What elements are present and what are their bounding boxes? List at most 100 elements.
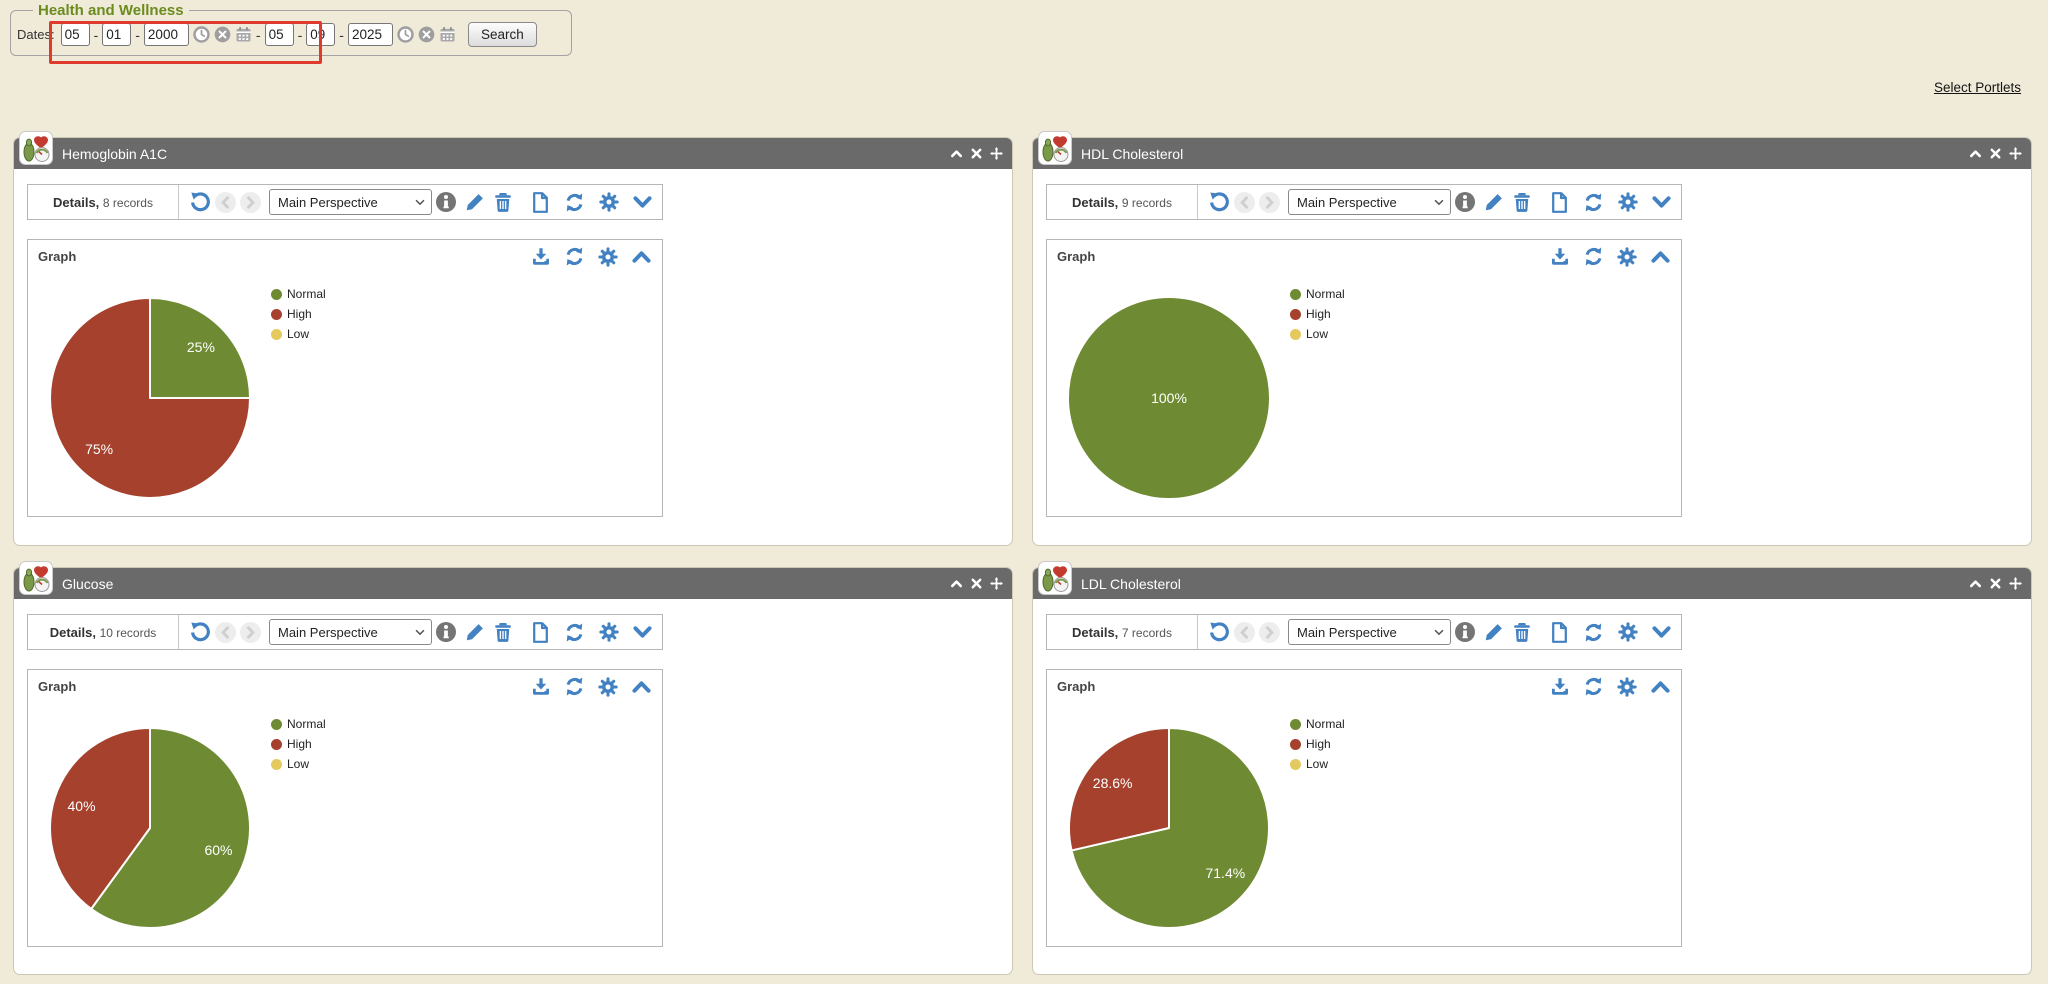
date-separator: - bbox=[93, 26, 99, 43]
edit-icon[interactable] bbox=[465, 192, 485, 212]
settings-icon[interactable] bbox=[599, 622, 619, 642]
time-icon[interactable] bbox=[193, 26, 210, 43]
collapse-portlet-icon[interactable] bbox=[950, 147, 963, 160]
download-icon[interactable] bbox=[531, 247, 551, 267]
next-icon[interactable] bbox=[1259, 621, 1280, 643]
next-icon[interactable] bbox=[240, 621, 261, 643]
from-day-input[interactable] bbox=[102, 23, 132, 46]
undo-icon[interactable] bbox=[190, 191, 211, 213]
next-icon[interactable] bbox=[1259, 191, 1280, 213]
graph-header: Graph bbox=[1047, 240, 1681, 273]
settings-icon[interactable] bbox=[599, 192, 619, 212]
previous-icon[interactable] bbox=[1234, 191, 1255, 213]
select-portlets-link[interactable]: Select Portlets bbox=[1934, 80, 2022, 95]
settings-icon[interactable] bbox=[1617, 246, 1637, 267]
edit-icon[interactable] bbox=[1484, 192, 1504, 212]
info-icon[interactable] bbox=[436, 622, 456, 642]
delete-icon[interactable] bbox=[1512, 622, 1532, 642]
clear-icon[interactable] bbox=[418, 26, 435, 43]
to-year-input[interactable] bbox=[347, 23, 393, 46]
refresh-icon[interactable] bbox=[564, 622, 585, 643]
from-year-input[interactable] bbox=[143, 23, 189, 46]
undo-icon[interactable] bbox=[1209, 621, 1230, 643]
close-portlet-icon[interactable] bbox=[1989, 577, 2002, 590]
new-document-icon[interactable] bbox=[530, 191, 551, 213]
chevron-down-icon bbox=[413, 625, 427, 639]
settings-icon[interactable] bbox=[1618, 192, 1638, 212]
portlet-header[interactable]: HDL Cholesterol bbox=[1033, 131, 2031, 169]
edit-icon[interactable] bbox=[1484, 622, 1504, 642]
collapse-graph-icon[interactable] bbox=[1650, 246, 1671, 267]
close-portlet-icon[interactable] bbox=[1989, 147, 2002, 160]
previous-icon[interactable] bbox=[1234, 621, 1255, 643]
refresh-icon[interactable] bbox=[564, 246, 585, 267]
refresh-icon[interactable] bbox=[1583, 676, 1604, 697]
delete-icon[interactable] bbox=[493, 622, 513, 642]
from-month-input[interactable] bbox=[60, 23, 90, 46]
collapse-portlet-icon[interactable] bbox=[950, 577, 963, 590]
legend-label: Low bbox=[1306, 327, 1329, 341]
portlet-header[interactable]: LDL Cholesterol bbox=[1033, 561, 2031, 599]
portlet-header[interactable]: Glucose bbox=[14, 561, 1012, 599]
collapse-portlet-icon[interactable] bbox=[1969, 577, 1982, 590]
close-portlet-icon[interactable] bbox=[970, 147, 983, 160]
edit-icon[interactable] bbox=[465, 622, 485, 642]
previous-icon[interactable] bbox=[215, 191, 236, 213]
move-portlet-icon[interactable] bbox=[990, 577, 1003, 590]
portlet-header[interactable]: Hemoglobin A1C bbox=[14, 131, 1012, 169]
move-portlet-icon[interactable] bbox=[2009, 577, 2022, 590]
perspective-select[interactable]: Main Perspective bbox=[1288, 619, 1451, 645]
new-document-icon[interactable] bbox=[1549, 191, 1570, 213]
to-month-input[interactable] bbox=[264, 23, 294, 46]
collapse-graph-icon[interactable] bbox=[631, 246, 652, 267]
new-document-icon[interactable] bbox=[530, 621, 551, 643]
calendar-icon[interactable] bbox=[235, 26, 252, 43]
collapse-portlet-icon[interactable] bbox=[1969, 147, 1982, 160]
refresh-icon[interactable] bbox=[1583, 192, 1604, 213]
perspective-select[interactable]: Main Perspective bbox=[1288, 189, 1451, 215]
download-icon[interactable] bbox=[1550, 677, 1570, 697]
to-day-input[interactable] bbox=[306, 23, 336, 46]
collapse-graph-icon[interactable] bbox=[631, 676, 652, 697]
calendar-icon[interactable] bbox=[439, 26, 456, 43]
download-icon[interactable] bbox=[1550, 247, 1570, 267]
refresh-icon[interactable] bbox=[1583, 246, 1604, 267]
settings-icon[interactable] bbox=[598, 246, 618, 267]
perspective-select[interactable]: Main Perspective bbox=[269, 619, 432, 645]
collapse-section-icon[interactable] bbox=[1651, 192, 1672, 213]
time-icon[interactable] bbox=[397, 26, 414, 43]
portlet-title: HDL Cholesterol bbox=[1081, 145, 1184, 162]
settings-icon[interactable] bbox=[1618, 622, 1638, 642]
move-portlet-icon[interactable] bbox=[2009, 147, 2022, 160]
portlet-hdl-cholesterol: HDL Cholesterol Details, 9 records Main … bbox=[1032, 131, 2032, 546]
undo-icon[interactable] bbox=[1209, 191, 1230, 213]
refresh-icon[interactable] bbox=[564, 676, 585, 697]
legend-dot-normal bbox=[271, 718, 282, 730]
settings-icon[interactable] bbox=[1617, 676, 1637, 697]
clear-icon[interactable] bbox=[214, 26, 231, 43]
next-icon[interactable] bbox=[240, 191, 261, 213]
close-portlet-icon[interactable] bbox=[970, 577, 983, 590]
pie-slice-label: 28.6% bbox=[1092, 775, 1133, 792]
collapse-section-icon[interactable] bbox=[632, 192, 653, 213]
refresh-icon[interactable] bbox=[564, 192, 585, 213]
info-icon[interactable] bbox=[436, 192, 456, 212]
perspective-select[interactable]: Main Perspective bbox=[269, 189, 432, 215]
refresh-icon[interactable] bbox=[1583, 622, 1604, 643]
delete-icon[interactable] bbox=[1512, 192, 1532, 212]
info-icon[interactable] bbox=[1455, 192, 1475, 212]
graph-title: Graph bbox=[38, 249, 77, 264]
delete-icon[interactable] bbox=[493, 192, 513, 212]
settings-icon[interactable] bbox=[598, 676, 618, 697]
new-document-icon[interactable] bbox=[1549, 621, 1570, 643]
download-icon[interactable] bbox=[531, 677, 551, 697]
previous-icon[interactable] bbox=[215, 621, 236, 643]
info-icon[interactable] bbox=[1455, 622, 1475, 642]
undo-icon[interactable] bbox=[190, 621, 211, 643]
collapse-section-icon[interactable] bbox=[1651, 622, 1672, 643]
move-portlet-icon[interactable] bbox=[990, 147, 1003, 160]
collapse-graph-icon[interactable] bbox=[1650, 676, 1671, 697]
collapse-section-icon[interactable] bbox=[632, 622, 653, 643]
search-button[interactable]: Search bbox=[467, 22, 537, 47]
